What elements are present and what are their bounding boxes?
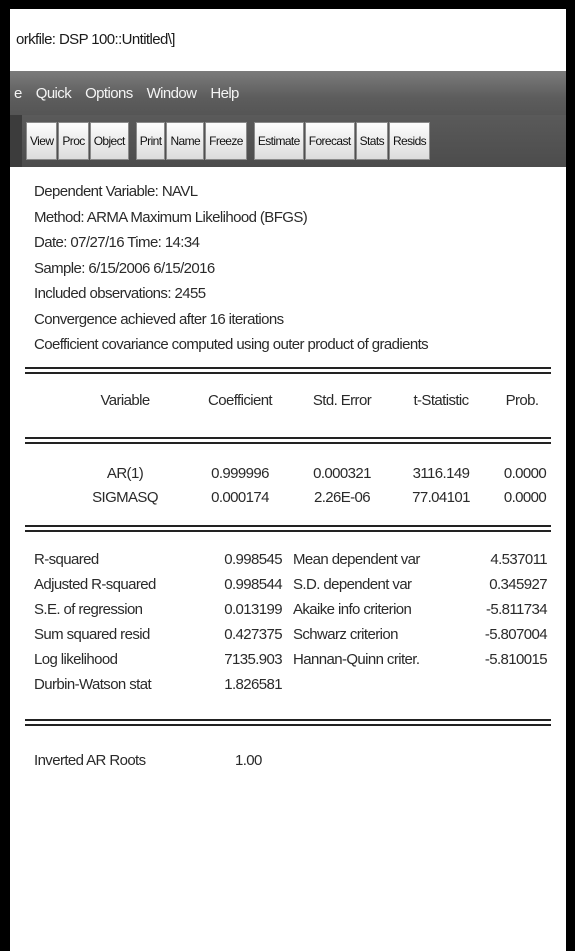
table-top-rule bbox=[25, 367, 551, 374]
stat-label: Sum squared resid bbox=[34, 626, 150, 643]
coef-bottom-rule bbox=[25, 525, 551, 532]
col-coefficient: Coefficient bbox=[208, 392, 273, 409]
stats-row: Sum squared resid 0.427375 Schwarz crite… bbox=[25, 626, 551, 650]
stat-label: S.D. dependent var bbox=[293, 576, 412, 593]
stat-label: S.E. of regression bbox=[34, 601, 143, 618]
stat-value: -5.807004 bbox=[484, 626, 548, 643]
menu-item-help[interactable]: Help bbox=[210, 84, 239, 102]
convergence-line: Convergence achieved after 16 iterations bbox=[34, 310, 284, 328]
header-rule bbox=[25, 437, 551, 444]
stat-label: Hannan-Quinn criter. bbox=[293, 651, 420, 668]
stats-button[interactable]: Stats bbox=[355, 122, 388, 160]
stat-value: -5.811734 bbox=[485, 601, 548, 618]
estimation-output: Dependent Variable: NAVL Method: ARMA Ma… bbox=[10, 167, 566, 951]
window-title: orkfile: DSP 100::Untitled\] bbox=[10, 9, 566, 71]
coefficient-cell: 0.999996 bbox=[211, 465, 269, 482]
observations-line: Included observations: 2455 bbox=[34, 285, 206, 302]
sample-line: Sample: 6/15/2006 6/15/2016 bbox=[34, 259, 215, 277]
stat-value: 0.427375 bbox=[224, 626, 282, 643]
equation-toolbar: View Proc Object Print Name Freeze Estim… bbox=[10, 115, 566, 167]
name-button[interactable]: Name bbox=[166, 122, 205, 160]
stats-row: Adjusted R-squared 0.998544 S.D. depende… bbox=[25, 576, 551, 600]
variable-cell: AR(1) bbox=[106, 465, 144, 482]
stat-label: Akaike info criterion bbox=[293, 601, 412, 618]
dependent-variable-line: Dependent Variable: NAVL bbox=[34, 183, 198, 200]
stat-value: 0.013199 bbox=[224, 601, 282, 618]
stat-label: Adjusted R-squared bbox=[34, 576, 156, 593]
stat-label: Mean dependent var bbox=[293, 551, 420, 568]
stat-label: Schwarz criterion bbox=[293, 626, 398, 643]
col-t-statistic: t-Statistic bbox=[413, 392, 469, 409]
prob-cell: 0.0000 bbox=[503, 489, 547, 506]
roots-row: Inverted AR Roots 1.00 bbox=[25, 752, 551, 776]
stats-row: S.E. of regression 0.013199 Akaike info … bbox=[25, 601, 551, 625]
stat-value: 4.537011 bbox=[490, 551, 547, 568]
stat-label: Log likelihood bbox=[34, 651, 118, 668]
date-time-line: Date: 07/27/16 Time: 14:34 bbox=[34, 234, 200, 251]
roots-label: Inverted AR Roots bbox=[34, 752, 146, 769]
stat-value: 0.998544 bbox=[224, 576, 282, 593]
table-row: AR(1) 0.999996 0.000321 3116.149 0.0000 bbox=[25, 465, 551, 489]
col-variable: Variable bbox=[100, 392, 150, 409]
covariance-line: Coefficient covariance computed using ou… bbox=[34, 336, 429, 353]
roots-value: 1.00 bbox=[235, 752, 262, 769]
estimate-button[interactable]: Estimate bbox=[253, 122, 304, 160]
stat-value: 0.998545 bbox=[224, 551, 282, 568]
stat-label: Durbin-Watson stat bbox=[34, 676, 152, 693]
print-button[interactable]: Print bbox=[135, 122, 166, 160]
stat-value: 0.345927 bbox=[489, 576, 547, 593]
menu-bar: e Quick Options Window Help bbox=[10, 71, 566, 115]
col-std-error: Std. Error bbox=[312, 392, 372, 409]
stats-row: Durbin-Watson stat 1.826581 bbox=[25, 676, 551, 700]
proc-button[interactable]: Proc bbox=[58, 122, 89, 160]
object-button[interactable]: Object bbox=[89, 122, 129, 160]
resids-button[interactable]: Resids bbox=[388, 122, 431, 160]
variable-cell: SIGMASQ bbox=[92, 489, 158, 506]
stats-row: Log likelihood 7135.903 Hannan-Quinn cri… bbox=[25, 651, 551, 675]
table-row: SIGMASQ 0.000174 2.26E-06 77.04101 0.000… bbox=[25, 489, 551, 513]
coefficient-cell: 0.000174 bbox=[211, 489, 269, 506]
coef-header-row: Variable Coefficient Std. Error t-Statis… bbox=[25, 392, 551, 416]
menu-item-options[interactable]: Options bbox=[85, 84, 133, 102]
stats-row: R-squared 0.998545 Mean dependent var 4.… bbox=[25, 551, 551, 575]
stat-value: -5.810015 bbox=[484, 651, 548, 668]
col-prob: Prob. bbox=[505, 392, 539, 409]
toolbar-grip bbox=[10, 115, 22, 167]
menu-item-quick[interactable]: Quick bbox=[35, 84, 72, 102]
menu-item-e[interactable]: e bbox=[14, 84, 22, 102]
menu-item-window[interactable]: Window bbox=[146, 84, 197, 102]
method-line: Method: ARMA Maximum Likelihood (BFGS) bbox=[34, 208, 308, 226]
std-error-cell: 0.000321 bbox=[313, 465, 371, 482]
view-button[interactable]: View bbox=[26, 122, 58, 160]
stats-bottom-rule bbox=[25, 719, 551, 726]
t-statistic-cell: 3116.149 bbox=[412, 465, 470, 482]
stat-value: 1.826581 bbox=[224, 676, 282, 693]
eviews-window: orkfile: DSP 100::Untitled\] e Quick Opt… bbox=[10, 9, 566, 951]
stat-label: R-squared bbox=[34, 551, 99, 568]
prob-cell: 0.0000 bbox=[503, 465, 547, 482]
stat-value: 7135.903 bbox=[224, 651, 282, 668]
t-statistic-cell: 77.04101 bbox=[412, 489, 470, 506]
estimation-header: Dependent Variable: NAVL Method: ARMA Ma… bbox=[34, 179, 429, 358]
freeze-button[interactable]: Freeze bbox=[205, 122, 247, 160]
std-error-cell: 2.26E-06 bbox=[313, 489, 371, 506]
forecast-button[interactable]: Forecast bbox=[304, 122, 355, 160]
